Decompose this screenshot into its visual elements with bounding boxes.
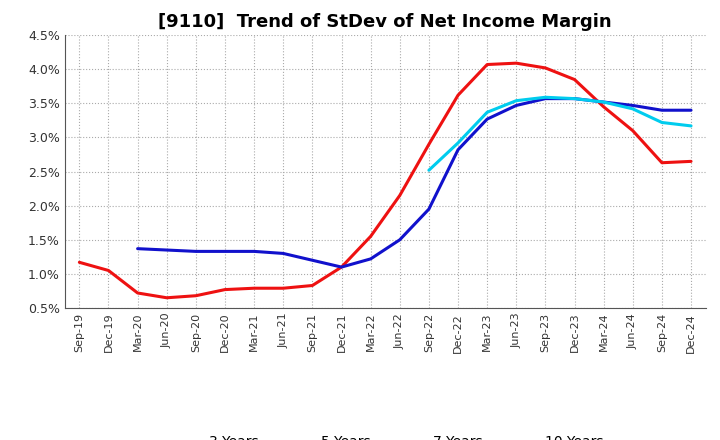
Legend: 3 Years, 5 Years, 7 Years, 10 Years: 3 Years, 5 Years, 7 Years, 10 Years xyxy=(161,429,609,440)
7 Years xyxy=(541,95,550,100)
3 Years xyxy=(220,287,229,292)
3 Years xyxy=(570,77,579,82)
5 Years xyxy=(308,258,317,263)
5 Years xyxy=(337,264,346,270)
5 Years xyxy=(250,249,258,254)
7 Years xyxy=(570,96,579,101)
7 Years xyxy=(425,168,433,173)
7 Years xyxy=(629,106,637,111)
7 Years xyxy=(687,123,696,128)
3 Years xyxy=(395,193,404,198)
5 Years xyxy=(163,247,171,253)
3 Years xyxy=(687,159,696,164)
5 Years xyxy=(541,96,550,101)
5 Years xyxy=(220,249,229,254)
7 Years xyxy=(483,110,492,115)
3 Years xyxy=(337,264,346,270)
7 Years xyxy=(657,120,666,125)
3 Years xyxy=(250,286,258,291)
Title: [9110]  Trend of StDev of Net Income Margin: [9110] Trend of StDev of Net Income Marg… xyxy=(158,13,612,31)
3 Years xyxy=(308,283,317,288)
5 Years xyxy=(570,96,579,101)
3 Years xyxy=(279,286,287,291)
5 Years xyxy=(192,249,200,254)
3 Years xyxy=(163,295,171,301)
5 Years xyxy=(483,117,492,122)
5 Years xyxy=(454,147,462,152)
5 Years xyxy=(279,251,287,256)
3 Years xyxy=(483,62,492,67)
7 Years xyxy=(599,99,608,105)
5 Years xyxy=(425,206,433,212)
3 Years xyxy=(629,128,637,133)
5 Years xyxy=(599,99,608,105)
3 Years xyxy=(366,234,375,239)
3 Years xyxy=(192,293,200,298)
3 Years xyxy=(657,160,666,165)
3 Years xyxy=(104,268,113,273)
Line: 5 Years: 5 Years xyxy=(138,99,691,267)
Line: 3 Years: 3 Years xyxy=(79,63,691,298)
Line: 7 Years: 7 Years xyxy=(429,97,691,170)
3 Years xyxy=(425,142,433,147)
3 Years xyxy=(599,104,608,110)
7 Years xyxy=(512,98,521,103)
3 Years xyxy=(133,290,142,296)
5 Years xyxy=(657,107,666,113)
5 Years xyxy=(395,237,404,242)
3 Years xyxy=(75,260,84,265)
3 Years xyxy=(454,92,462,98)
5 Years xyxy=(512,103,521,108)
5 Years xyxy=(687,107,696,113)
3 Years xyxy=(512,61,521,66)
3 Years xyxy=(541,65,550,70)
5 Years xyxy=(366,256,375,261)
5 Years xyxy=(133,246,142,251)
7 Years xyxy=(454,140,462,146)
5 Years xyxy=(629,103,637,108)
